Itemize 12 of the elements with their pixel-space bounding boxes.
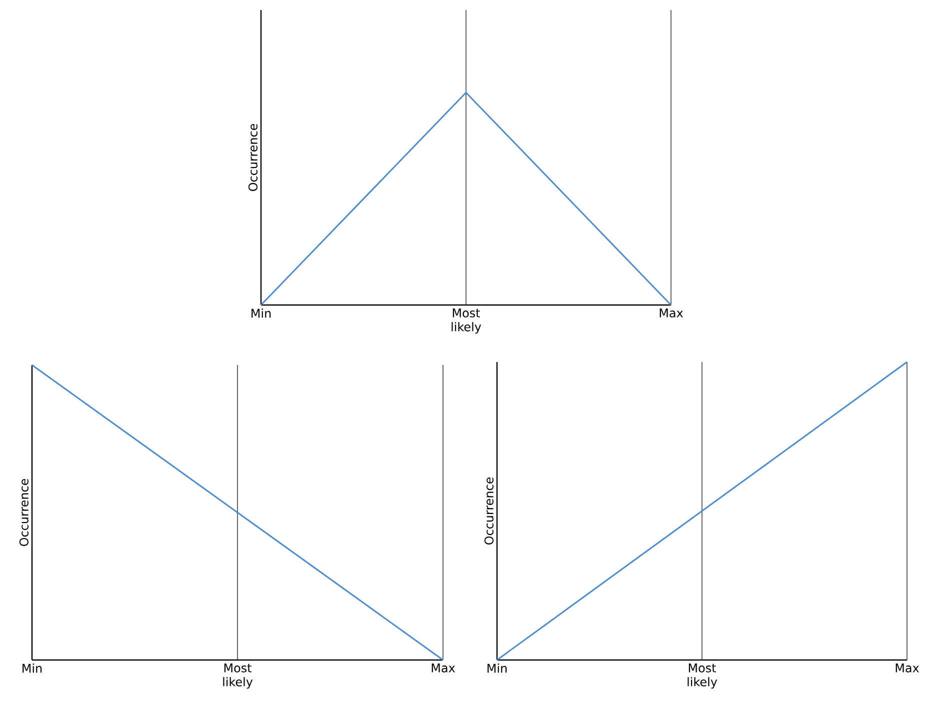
x-tick-label: Max: [432, 664, 455, 672]
x-tick-label: Most likely: [688, 664, 718, 689]
x-tick-label: Min: [252, 308, 271, 318]
y-axis-title: Occurrence: [19, 478, 28, 546]
x-tick-label: Most likely: [223, 664, 253, 689]
x-tick-label: Min: [488, 664, 507, 673]
x-tick-label: Max: [896, 664, 919, 672]
x-tick-label: Max: [660, 308, 683, 318]
y-axis-title: Occurrence: [484, 477, 494, 544]
x-tick-label: Min: [22, 664, 42, 673]
y-axis-title: Occurrence: [248, 124, 258, 191]
x-tick-label: Most likely: [452, 308, 482, 334]
